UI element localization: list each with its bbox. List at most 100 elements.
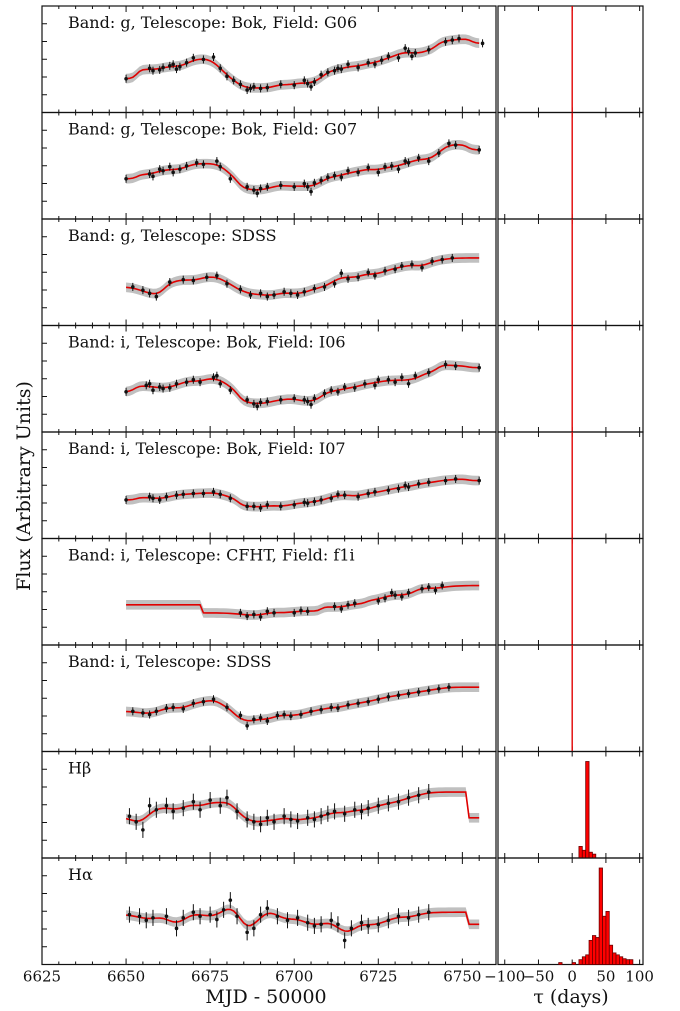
data-point — [167, 385, 172, 390]
lag-histogram-bar — [571, 962, 576, 965]
data-point — [218, 381, 223, 386]
data-point — [312, 924, 317, 928]
data-point — [245, 185, 249, 189]
data-point — [295, 819, 300, 823]
data-point — [319, 814, 323, 818]
data-point — [416, 912, 421, 917]
data-point — [278, 183, 283, 188]
data-point — [342, 938, 347, 943]
data-point — [319, 498, 323, 502]
data-point — [228, 898, 233, 902]
lag-panel-frame — [497, 857, 644, 966]
data-point — [326, 811, 330, 816]
lag-panel — [497, 644, 644, 753]
lag-panel — [497, 857, 644, 966]
data-point — [272, 611, 276, 615]
lag-axis-ticks: −100−50 0 50 100 — [484, 968, 654, 986]
data-point — [225, 705, 229, 710]
data-point — [171, 809, 175, 814]
lag-tick-label: 0 — [567, 968, 577, 986]
data-point — [141, 828, 145, 832]
lag-panel — [497, 5, 644, 114]
data-point — [258, 400, 263, 405]
data-point — [252, 402, 256, 406]
data-point — [258, 715, 263, 720]
data-point — [339, 175, 344, 179]
data-point — [426, 910, 431, 915]
data-point — [272, 293, 276, 297]
data-point — [258, 615, 263, 619]
data-point — [174, 381, 179, 386]
data-point — [336, 922, 340, 927]
data-point — [265, 816, 270, 820]
data-point — [403, 159, 408, 163]
data-point — [228, 388, 233, 392]
data-point — [151, 68, 155, 73]
data-point — [450, 256, 455, 260]
data-point — [426, 47, 431, 52]
data-point — [124, 76, 128, 81]
data-point — [161, 386, 165, 391]
data-point — [225, 281, 229, 286]
data-point — [157, 498, 162, 502]
data-point — [356, 170, 360, 175]
lag-histogram-bar — [585, 761, 590, 859]
data-point — [396, 693, 401, 697]
data-point — [252, 820, 256, 824]
data-point — [403, 46, 408, 50]
data-point — [312, 181, 317, 185]
data-point — [312, 396, 317, 401]
data-point — [228, 177, 233, 181]
lag-axis-title: τ (days) — [533, 986, 608, 1008]
data-point — [252, 504, 256, 509]
data-point — [312, 817, 317, 822]
model-uncertainty-band — [126, 580, 480, 620]
data-point — [305, 81, 310, 86]
data-point — [400, 375, 404, 380]
data-point — [319, 178, 323, 183]
data-point — [211, 55, 216, 59]
data-point — [366, 165, 371, 170]
data-point — [144, 918, 149, 923]
data-point — [147, 803, 152, 808]
data-point — [322, 285, 327, 289]
data-point — [275, 713, 280, 718]
data-point — [265, 399, 270, 404]
data-point — [245, 88, 249, 92]
data-point — [322, 391, 327, 396]
data-point — [346, 168, 350, 173]
data-point — [289, 817, 293, 822]
data-point — [164, 914, 169, 919]
data-point — [252, 926, 256, 931]
lag-histogram-bar — [598, 867, 603, 965]
data-point — [430, 259, 434, 263]
data-point — [336, 492, 340, 497]
data-point — [211, 375, 216, 380]
model-curve — [126, 143, 480, 191]
data-point — [366, 699, 371, 704]
model-uncertainty-band — [126, 904, 480, 937]
data-point — [477, 365, 481, 370]
lag-panel-frame — [497, 218, 644, 327]
data-point — [235, 914, 239, 919]
data-point — [292, 611, 297, 615]
data-point — [191, 701, 196, 706]
data-point — [477, 148, 481, 152]
data-point — [171, 170, 175, 175]
data-point — [329, 918, 334, 923]
data-point — [416, 482, 421, 486]
data-point — [352, 807, 357, 812]
data-point — [181, 277, 186, 282]
data-point — [326, 175, 330, 179]
lag-histogram-bar — [625, 959, 630, 965]
data-point — [218, 66, 223, 71]
data-point — [255, 191, 260, 196]
data-point — [386, 54, 391, 58]
data-point — [416, 156, 421, 160]
data-point — [393, 267, 397, 272]
data-point — [373, 383, 377, 388]
model-uncertainty-band — [126, 682, 480, 726]
data-point — [413, 373, 418, 378]
data-point — [352, 601, 357, 605]
data-point — [258, 822, 263, 827]
